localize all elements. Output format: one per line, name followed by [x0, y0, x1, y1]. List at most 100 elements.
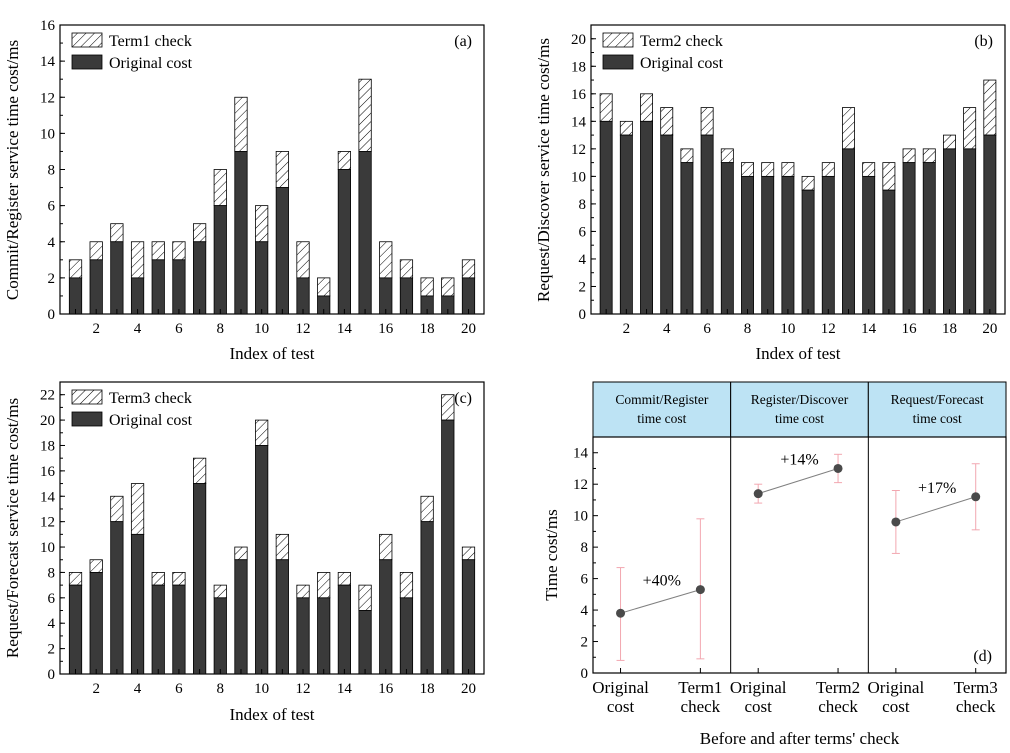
bar-original-cost [255, 241, 269, 315]
bar-term-check [461, 546, 476, 561]
bar-term-check [275, 533, 289, 561]
bar-term-check [761, 162, 775, 177]
bar-term-check [399, 572, 414, 599]
data-point [616, 608, 626, 618]
bar-term-check [89, 241, 103, 261]
bar-original-cost [89, 572, 103, 675]
bar-original-cost [213, 205, 227, 315]
group-header-cell [730, 381, 869, 438]
bar-original-cost [255, 445, 269, 675]
y-tick-label: 10 [40, 540, 55, 556]
x-tick-label: 10 [780, 321, 795, 337]
legend-swatch-hatch [602, 32, 634, 48]
x-tick-label-line2: cost [882, 697, 910, 716]
y-tick-label: 8 [48, 565, 56, 581]
bar-original-cost [842, 148, 855, 315]
bar-original-cost [461, 277, 476, 315]
bar-term-check [234, 546, 248, 561]
bar-original-cost [619, 134, 633, 315]
group-header-line2: time cost [775, 411, 824, 426]
x-tick-label: 6 [175, 321, 183, 337]
legend-label-original-cost: Original cost [640, 55, 724, 72]
bar-original-cost [801, 189, 815, 315]
bar-term-check [983, 79, 997, 136]
chart-panel-d: Commit/Register time cost Register/Discove… [542, 381, 1007, 748]
bar-term-check [379, 241, 393, 279]
x-tick-label: 18 [942, 321, 957, 337]
bar-original-cost [110, 521, 124, 675]
x-tick-label: 8 [744, 321, 752, 337]
bar-term-check [660, 107, 674, 136]
bar-term-check [379, 533, 393, 561]
bar-term-check [296, 584, 310, 599]
bar-term-check [640, 93, 653, 122]
plot-frame [590, 24, 1006, 315]
y-tick-label: 4 [48, 235, 56, 251]
legend-label-original-cost: Original cost [109, 412, 193, 429]
y-tick-label: 20 [571, 32, 586, 48]
x-tick-label: 18 [420, 321, 435, 337]
legend-label-term-check: Term1 check [109, 33, 192, 50]
bar-term-check [441, 277, 455, 297]
bar-original-cost [379, 277, 393, 315]
y-tick-label: 14 [571, 114, 587, 130]
x-tick-label: 12 [296, 321, 311, 337]
bar-term-check [337, 151, 351, 170]
bar-original-cost [379, 559, 393, 675]
bar-term-check [720, 148, 734, 164]
bar-term-check [862, 162, 876, 177]
bar-original-cost [902, 162, 916, 315]
bar-original-cost [358, 610, 372, 675]
bar-term-check [317, 572, 331, 599]
group-header-cell [592, 381, 732, 438]
y-tick-label: 12 [40, 90, 55, 106]
bar-original-cost [660, 134, 674, 315]
bar-term-check [213, 584, 227, 599]
y-axis-label: Request/Forecast service time cost/ms [3, 398, 22, 658]
bar-original-cost [193, 241, 207, 315]
bar-term-check [441, 394, 455, 421]
bar-original-cost [275, 187, 289, 315]
x-tick-label-line2: check [818, 697, 858, 716]
bar-original-cost [172, 259, 186, 315]
y-tick-label: 0 [579, 307, 587, 323]
bar-term-check [255, 205, 269, 243]
bar-term-check [599, 93, 613, 122]
bar-term-check [821, 162, 835, 177]
bar-original-cost [358, 151, 372, 315]
bar-original-cost [821, 175, 835, 315]
x-tick-label: 4 [134, 321, 142, 337]
y-tick-label: 2 [579, 279, 587, 295]
bar-original-cost [862, 175, 876, 315]
chart-panel-b: 0 2 4 6 8 10 12 14 16 18 20 2 4 6 8 10 12 14 16 18 20 Index o… [534, 24, 1006, 363]
bar-original-cost [983, 134, 997, 315]
connector-line [620, 589, 701, 614]
bar-original-cost [130, 277, 145, 315]
bar-original-cost [110, 241, 124, 315]
bar-term-check [963, 107, 977, 150]
bar-original-cost [68, 584, 83, 675]
bar-term-check [172, 572, 186, 586]
bar-term-check [89, 559, 103, 573]
y-tick-label: 6 [48, 591, 56, 607]
y-tick-label: 14 [40, 489, 56, 505]
bar-original-cost [275, 559, 289, 675]
data-point [695, 585, 705, 595]
bar-term-check [842, 107, 855, 150]
x-tick-label: 4 [663, 321, 671, 337]
y-tick-label: 18 [40, 438, 55, 454]
x-tick-label: 10 [254, 321, 269, 337]
bar-original-cost [172, 584, 186, 675]
x-tick-label: 20 [982, 321, 997, 337]
bar-original-cost [781, 175, 795, 315]
percent-change-label: +40% [643, 573, 681, 590]
bar-original-cost [420, 521, 434, 675]
x-tick-label: 14 [337, 321, 353, 337]
percent-change-label: +17% [918, 480, 956, 497]
plot-frame [592, 436, 1007, 674]
group-header-line2: time cost [637, 411, 686, 426]
plot-frame [59, 381, 485, 675]
bar-term-check [680, 148, 694, 164]
y-tick-label: 14 [573, 446, 589, 462]
